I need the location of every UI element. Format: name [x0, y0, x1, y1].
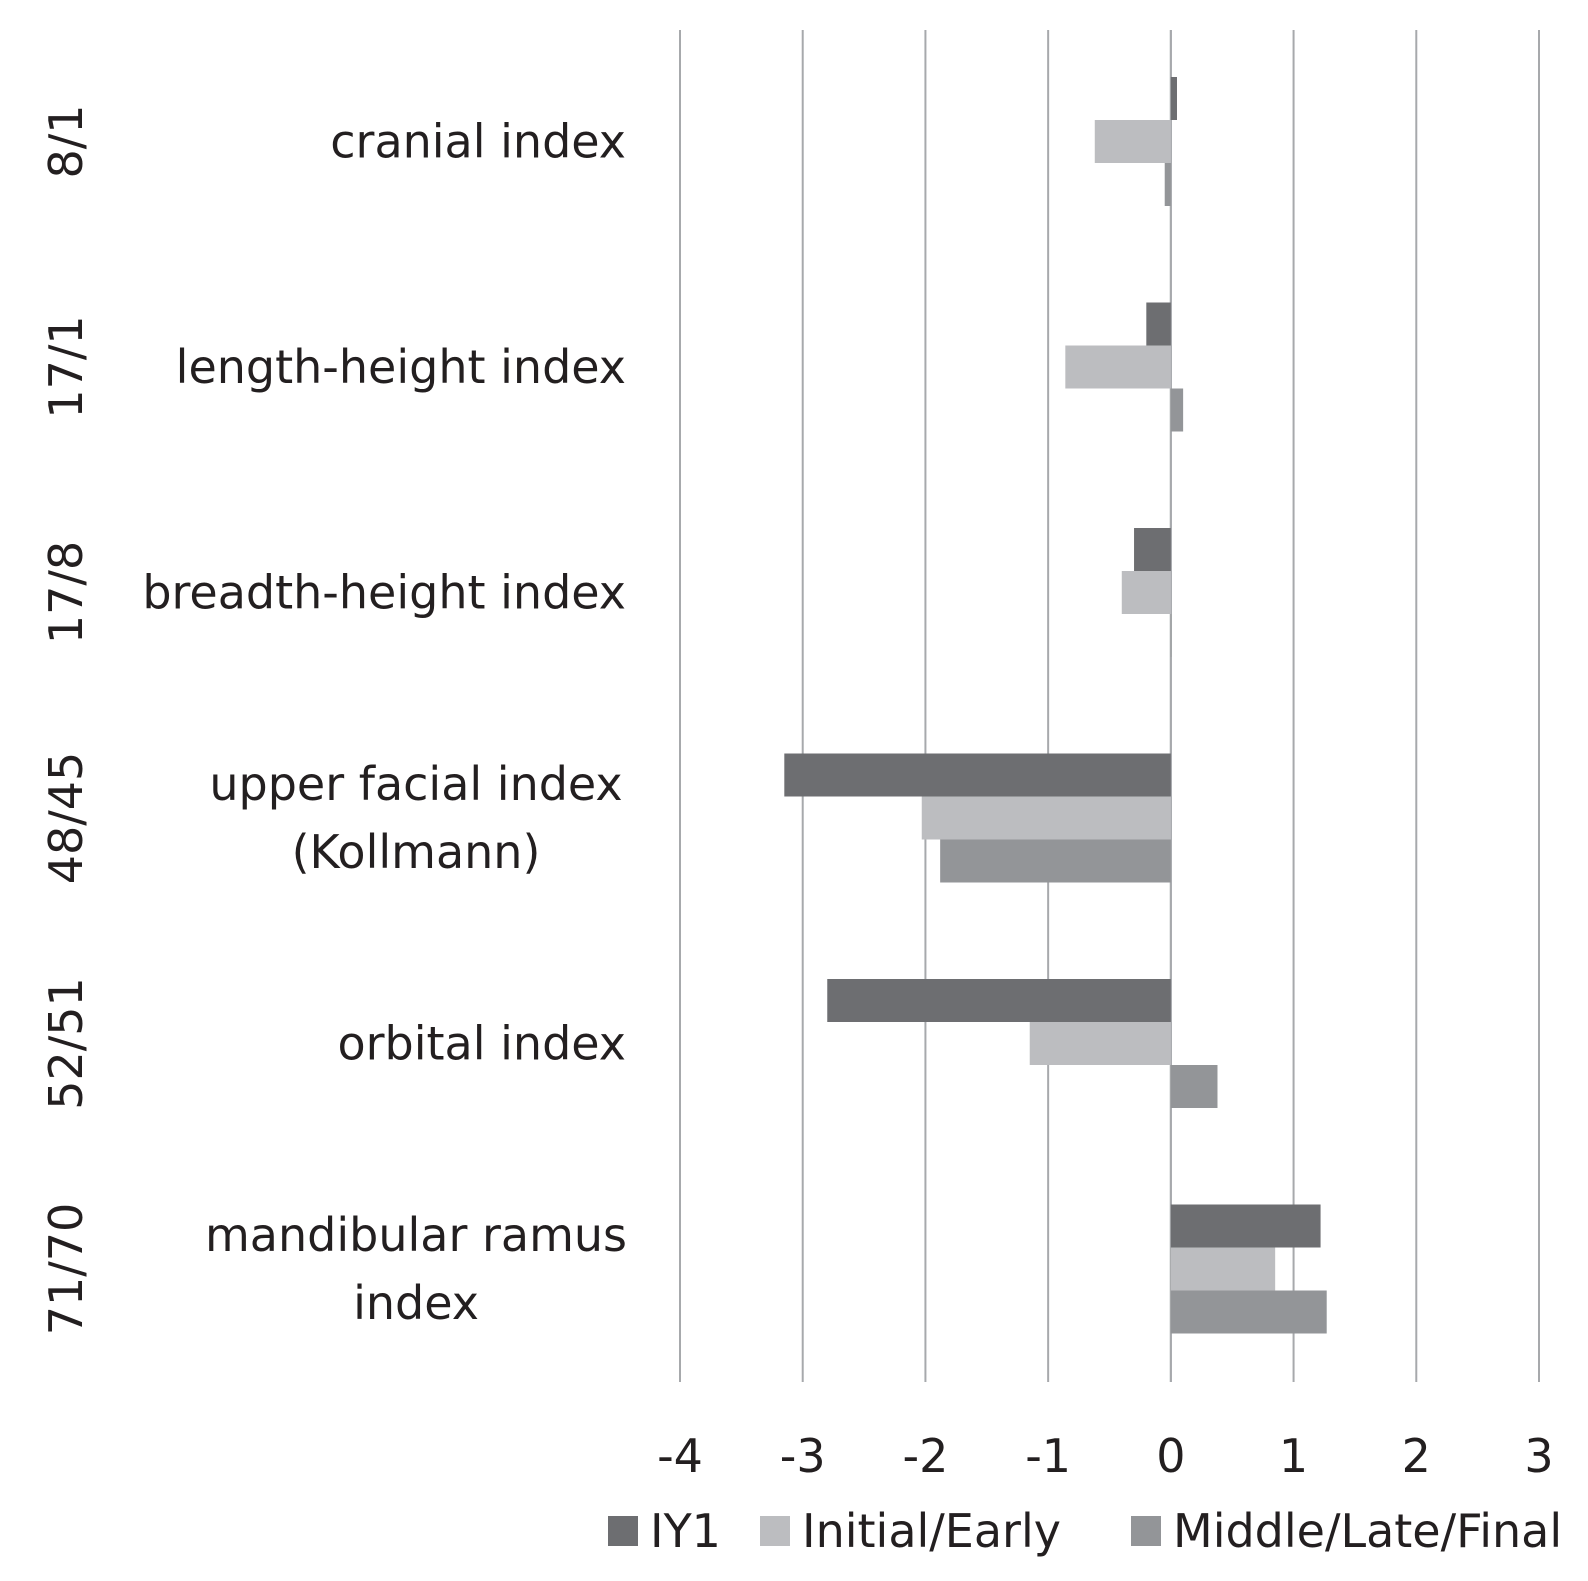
bar-initial-early: [1065, 345, 1171, 389]
x-tick-label: -1: [1025, 1429, 1071, 1483]
bar-initial-early: [1094, 120, 1171, 163]
category-labels: cranial index length-height index breadth-…: [142, 115, 627, 1331]
x-tick-label: 1: [1279, 1429, 1308, 1483]
x-tick-label: 2: [1402, 1429, 1431, 1483]
group-code: 8/1: [39, 104, 93, 178]
bar-iy1: [784, 753, 1171, 797]
group-code: 48/45: [39, 752, 93, 885]
bar-iy1: [1170, 77, 1177, 120]
bar-initial-early: [1170, 1247, 1276, 1291]
bar-iy1: [827, 979, 1171, 1022]
bar-initial-early: [1029, 1022, 1171, 1065]
legend-label: Initial/Early: [802, 1504, 1061, 1558]
legend-swatch: [760, 1516, 790, 1546]
bar-iy1: [1134, 528, 1171, 571]
bars: [784, 77, 1327, 1334]
bar-middle-late-final: [1164, 163, 1171, 206]
bar-iy1: [1170, 1204, 1321, 1248]
x-tick-label: 3: [1524, 1429, 1553, 1483]
legend: IY1 Initial/Early Middle/Late/Final: [608, 1504, 1562, 1558]
bar-iy1: [1146, 302, 1171, 346]
group-code: 52/51: [39, 977, 93, 1110]
x-tick-label: -3: [780, 1429, 826, 1483]
legend-swatch: [608, 1516, 638, 1546]
group-code: 17/1: [39, 315, 93, 418]
x-tick-label: 0: [1156, 1429, 1185, 1483]
x-tick-label: -4: [657, 1429, 703, 1483]
group-code: 71/70: [39, 1203, 93, 1336]
bar-middle-late-final: [1170, 614, 1172, 657]
group-code: 17/8: [39, 541, 93, 644]
category-label: index: [353, 1276, 479, 1330]
bar-middle-late-final: [1170, 1290, 1327, 1334]
category-label: upper facial index: [209, 757, 622, 811]
category-label: length-height index: [176, 340, 626, 394]
category-label: breadth-height index: [142, 566, 626, 620]
x-tick-label: -2: [902, 1429, 948, 1483]
bar-initial-early: [1121, 571, 1171, 614]
category-label: (Kollmann): [292, 825, 541, 879]
bar-initial-early: [921, 796, 1171, 840]
x-axis-ticks: -4 -3 -2 -1 0 1 2 3: [657, 1429, 1554, 1483]
legend-label: Middle/Late/Final: [1173, 1504, 1562, 1558]
category-label: cranial index: [330, 115, 626, 169]
bar-middle-late-final: [1170, 1065, 1218, 1108]
legend-label: IY1: [650, 1504, 721, 1558]
legend-swatch: [1131, 1516, 1161, 1546]
grid-lines: [679, 30, 1540, 1382]
bar-middle-late-final: [1170, 388, 1184, 432]
category-label: mandibular ramus: [205, 1208, 627, 1262]
category-label: orbital index: [337, 1017, 626, 1071]
group-codes: 8/1 17/1 17/8 48/45 52/51 71/70: [39, 104, 93, 1335]
bar-middle-late-final: [940, 839, 1171, 883]
